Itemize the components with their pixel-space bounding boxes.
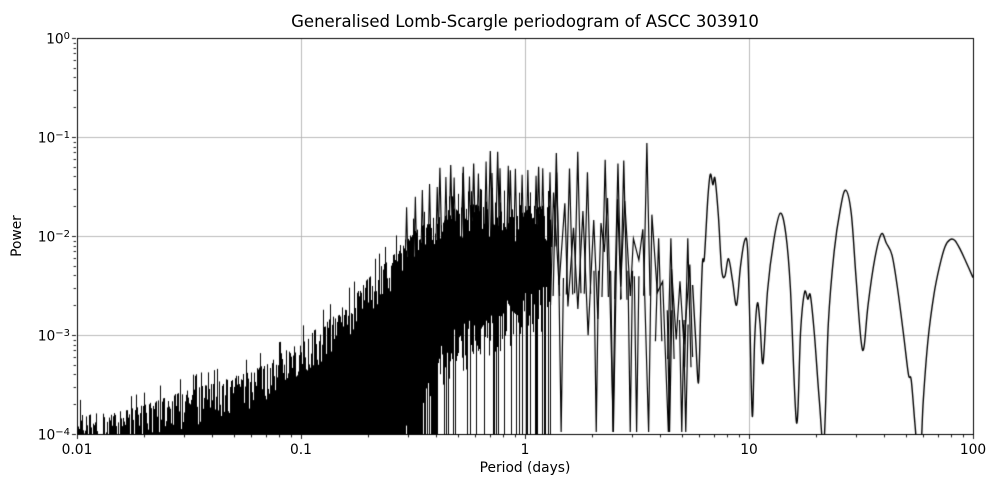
x-tick-label: 0.01 xyxy=(61,442,93,458)
y-tick-base: 10 xyxy=(37,427,56,444)
y-tick-exponent: −2 xyxy=(55,228,70,240)
x-tick-label: 0.1 xyxy=(290,442,312,458)
y-tick-exponent: 0 xyxy=(63,30,70,42)
y-tick-label: 100 xyxy=(46,30,70,47)
y-tick-label: 10−4 xyxy=(38,426,70,443)
y-tick-label: 10−1 xyxy=(38,129,70,146)
y-tick-base: 10 xyxy=(46,31,64,48)
y-tick-base: 10 xyxy=(37,229,56,246)
y-axis-label: Power xyxy=(9,215,25,257)
y-tick-base: 10 xyxy=(37,328,56,345)
y-tick-label: 10−3 xyxy=(38,327,70,344)
x-tick-label: 1 xyxy=(520,442,530,458)
x-tick-label: 100 xyxy=(959,442,987,458)
chart-title: Generalised Lomb-Scargle periodogram of … xyxy=(291,12,759,31)
y-tick-exponent: −1 xyxy=(55,129,70,141)
x-axis-label: Period (days) xyxy=(479,460,571,476)
y-tick-exponent: −4 xyxy=(55,426,70,438)
x-tick-label: 10 xyxy=(740,442,758,458)
y-tick-label: 10−2 xyxy=(38,228,70,245)
y-tick-exponent: −3 xyxy=(55,327,70,339)
y-tick-base: 10 xyxy=(37,130,56,147)
